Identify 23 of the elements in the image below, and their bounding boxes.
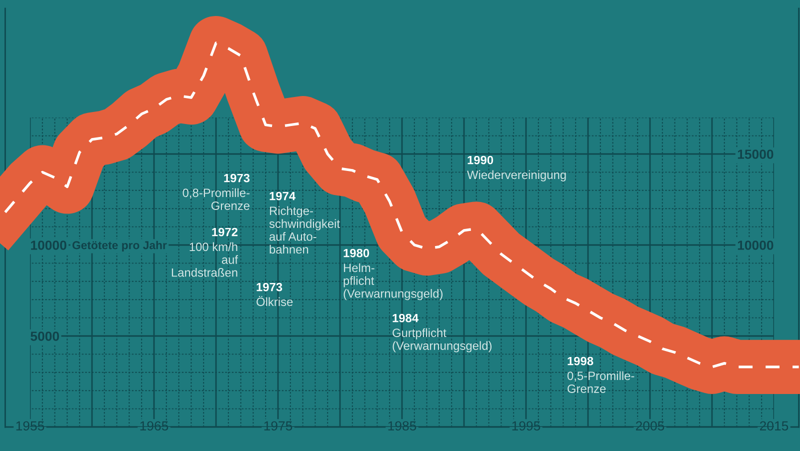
annotation: 100 km/h auf Landstraßen [172,242,238,277]
annotation: 1973 [256,282,282,292]
annotation: Richtge- schwindigkeit auf Auto- bahnen [269,206,340,254]
annotation: 1990 [468,156,494,164]
y-tick-label: 5000 [30,332,60,341]
x-tick-label: 2005 [636,421,664,431]
annotation: 0,5-Promille- Grenze [567,371,634,393]
annotation: Ölkrise [256,296,293,306]
y-axis-title: Getötete pro Jahr [72,240,167,252]
annotation: Gurtpflicht (Verwarnungsgeld) [392,328,492,352]
annotation: Helm- pflicht (Verwarnungsgeld) [344,263,443,300]
annotation: Wiedervereinigung [467,170,566,182]
annotation: 1973 [224,174,250,182]
annotation: 1974 [270,192,296,200]
annotation: 1980 [344,248,370,258]
annotation: 1998 [568,356,594,366]
annotation: 1972 [212,228,238,236]
annotation: 0,8-Promille- Grenze [182,188,250,210]
y2-tick-label: 15000 [738,150,774,159]
x-tick-label: 2015 [760,421,788,431]
x-tick-label: 1955 [16,421,44,431]
annotation: 1984 [392,314,419,322]
y2-tick-label: 10000 [738,240,774,250]
